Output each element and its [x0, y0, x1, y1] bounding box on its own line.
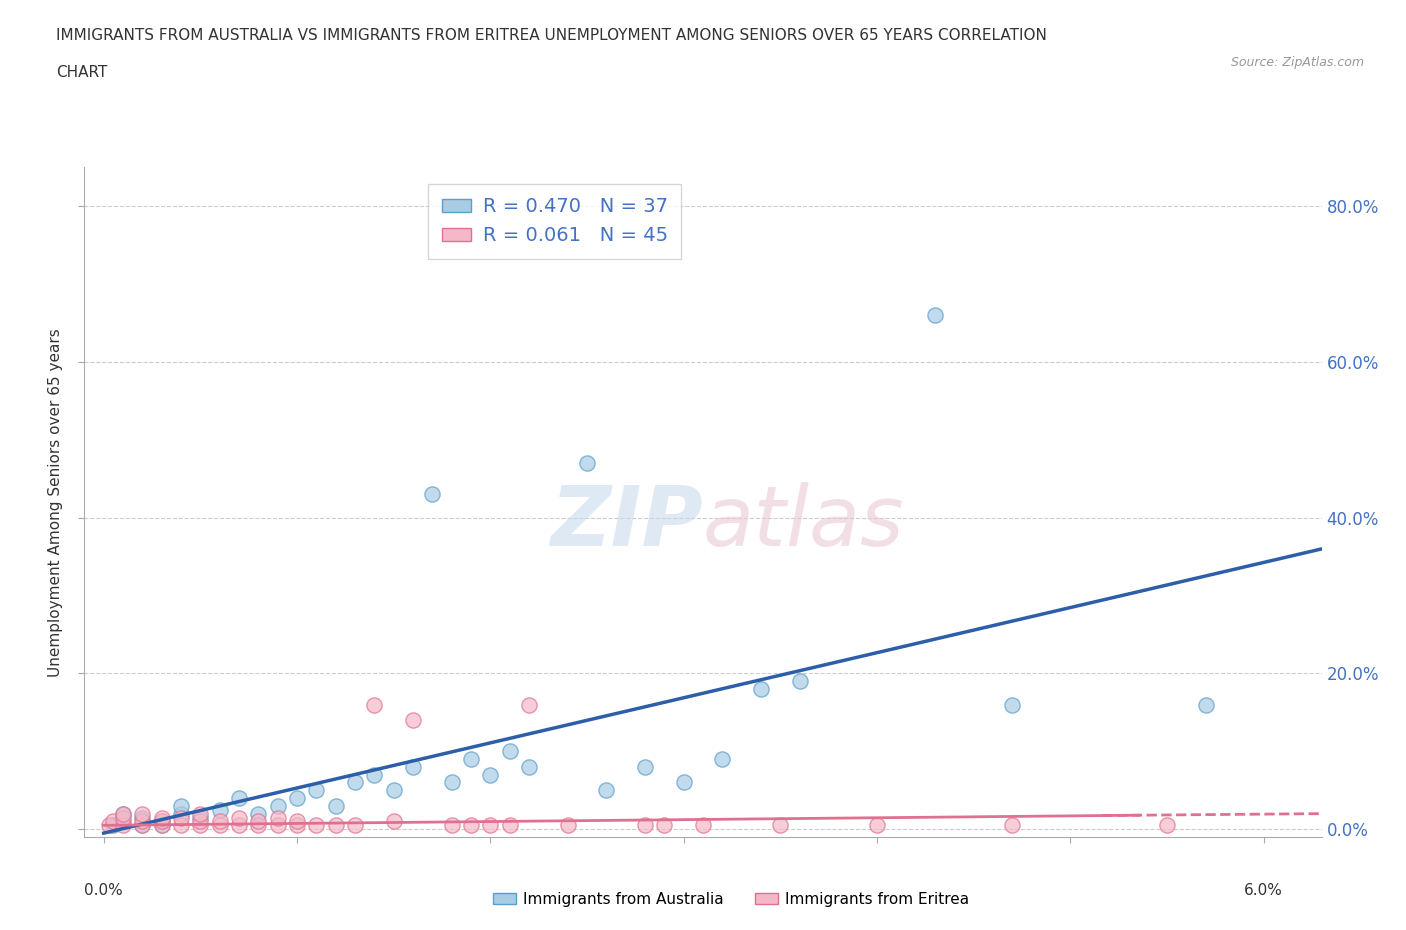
- Point: [150, 817, 173, 832]
- Point: [634, 817, 657, 832]
- Point: [460, 817, 482, 832]
- Point: [170, 817, 193, 832]
- Point: [150, 814, 173, 829]
- Point: [131, 814, 153, 829]
- Point: [285, 814, 308, 829]
- Point: [190, 806, 212, 821]
- Point: [267, 817, 290, 832]
- Point: [112, 814, 135, 829]
- Point: [422, 487, 444, 502]
- Point: [208, 817, 231, 832]
- Point: [208, 803, 231, 817]
- Point: [190, 817, 212, 832]
- Point: [789, 674, 811, 689]
- Point: [363, 767, 385, 782]
- Point: [112, 817, 135, 832]
- Text: IMMIGRANTS FROM AUSTRALIA VS IMMIGRANTS FROM ERITREA UNEMPLOYMENT AMONG SENIORS : IMMIGRANTS FROM AUSTRALIA VS IMMIGRANTS …: [56, 28, 1047, 43]
- Point: [479, 817, 502, 832]
- Point: [247, 817, 270, 832]
- Point: [228, 810, 250, 825]
- Point: [654, 817, 676, 832]
- Point: [479, 767, 502, 782]
- Point: [1195, 698, 1218, 712]
- Legend: Immigrants from Australia, Immigrants from Eritrea: Immigrants from Australia, Immigrants fr…: [486, 886, 976, 913]
- Text: CHART: CHART: [56, 65, 108, 80]
- Point: [150, 810, 173, 825]
- Point: [924, 308, 946, 323]
- Point: [247, 806, 270, 821]
- Point: [131, 810, 153, 825]
- Point: [363, 698, 385, 712]
- Point: [576, 456, 599, 471]
- Point: [440, 775, 463, 790]
- Y-axis label: Unemployment Among Seniors over 65 years: Unemployment Among Seniors over 65 years: [48, 328, 63, 677]
- Point: [305, 783, 328, 798]
- Point: [382, 814, 405, 829]
- Point: [749, 682, 772, 697]
- Point: [402, 760, 425, 775]
- Point: [150, 817, 173, 832]
- Point: [267, 799, 290, 814]
- Point: [517, 760, 540, 775]
- Point: [103, 814, 125, 829]
- Point: [228, 790, 250, 805]
- Point: [170, 806, 193, 821]
- Point: [382, 783, 405, 798]
- Point: [325, 799, 347, 814]
- Point: [769, 817, 792, 832]
- Point: [131, 817, 153, 832]
- Text: Source: ZipAtlas.com: Source: ZipAtlas.com: [1230, 56, 1364, 69]
- Point: [131, 817, 153, 832]
- Point: [103, 817, 125, 832]
- Point: [866, 817, 889, 832]
- Point: [595, 783, 617, 798]
- Text: 0.0%: 0.0%: [84, 883, 124, 897]
- Point: [267, 810, 290, 825]
- Point: [1001, 698, 1024, 712]
- Point: [499, 744, 522, 759]
- Text: 6.0%: 6.0%: [1244, 883, 1284, 897]
- Point: [112, 806, 135, 821]
- Point: [517, 698, 540, 712]
- Point: [228, 817, 250, 832]
- Point: [112, 806, 135, 821]
- Point: [170, 810, 193, 825]
- Point: [190, 814, 212, 829]
- Point: [131, 806, 153, 821]
- Point: [344, 775, 367, 790]
- Point: [112, 810, 135, 825]
- Point: [692, 817, 714, 832]
- Point: [190, 810, 212, 825]
- Point: [557, 817, 579, 832]
- Point: [325, 817, 347, 832]
- Point: [1001, 817, 1024, 832]
- Legend: R = 0.470   N = 37, R = 0.061   N = 45: R = 0.470 N = 37, R = 0.061 N = 45: [429, 184, 682, 259]
- Point: [634, 760, 657, 775]
- Point: [460, 751, 482, 766]
- Point: [711, 751, 734, 766]
- Point: [247, 814, 270, 829]
- Point: [150, 814, 173, 829]
- Point: [285, 817, 308, 832]
- Point: [305, 817, 328, 832]
- Point: [440, 817, 463, 832]
- Point: [285, 790, 308, 805]
- Point: [672, 775, 695, 790]
- Point: [1156, 817, 1178, 832]
- Point: [208, 814, 231, 829]
- Text: atlas: atlas: [703, 482, 904, 563]
- Point: [98, 817, 121, 832]
- Point: [499, 817, 522, 832]
- Point: [402, 712, 425, 727]
- Point: [344, 817, 367, 832]
- Text: ZIP: ZIP: [550, 482, 703, 563]
- Point: [170, 799, 193, 814]
